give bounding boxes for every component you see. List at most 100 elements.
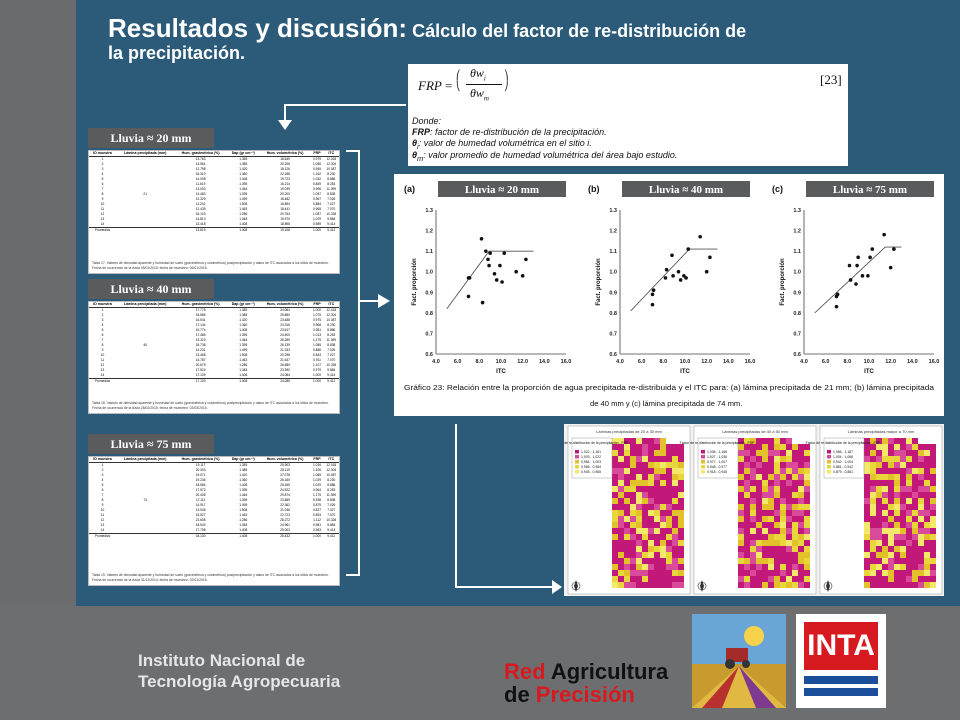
map-cell [630,498,636,504]
map-cell [798,546,804,552]
compass-icon [826,580,830,592]
x-tick-label: 10.0 [496,359,507,365]
table-cell: 17.144 [195,323,206,327]
map-cell [906,438,912,444]
map-cell [792,540,798,546]
table-row: 6 11.619 1.395 16.214 0.849 8.253 [89,182,339,187]
table-row: 1 13.763 1.355 18.649 0.979 12.018 [89,157,339,163]
table-cell: 19.236 [195,478,206,482]
table-cell: 9 [101,197,104,201]
map-cell [876,540,882,546]
table-cell: 1.348 [239,523,248,527]
map-cell [882,576,888,582]
map-cell [750,486,756,492]
map-cell [792,480,798,486]
map-cell [744,492,750,498]
table-cell: 14.561 [195,162,206,166]
map-cell [918,570,924,576]
table-cell: 19.323 [195,338,206,342]
map-cell [912,450,918,456]
table-row: 10 11.202 1.508 16.894 0.884 7.027 [89,202,339,207]
map-cell [918,510,924,516]
table-row: 1 17.775 1.355 24.084 1.000 12.018 [89,308,339,314]
map-cell [744,540,750,546]
table-header-cell: FRP [310,151,324,157]
formula-arrow-horizontal [284,104,406,106]
table-cell: 2 [101,468,104,472]
map-cell [648,474,654,480]
map-cell [798,540,804,546]
map-cell [618,558,624,564]
map-cell [636,516,642,522]
table-cell: 9 [101,503,104,507]
table-cell: 25.003 [280,528,290,532]
map-cell [930,528,936,534]
map-cell [660,450,666,456]
map-cell [636,528,642,534]
map-cell [900,552,906,558]
table-cell: 1.000 [310,227,324,233]
map-cell [660,510,666,516]
table-header-row: ID muestra Lámina precipitada (mm) Hum. gr… [89,457,339,463]
map-cell [870,558,876,564]
map-cell [780,486,786,492]
map-cell [930,456,936,462]
map-cell [888,534,894,540]
map-field [738,438,810,588]
scatter-charts-svg: (a) Lluvia ≈ 20 mm 0.6 0.7 0.8 0.9 1.0 1.1 1.2 1.… [404,181,939,408]
map-cell [762,570,768,576]
map-cell [918,534,924,540]
map-cell [774,570,780,576]
map-cell [636,474,642,480]
map-cell [624,582,630,588]
table-cell: 8.886 [327,483,336,487]
map-cell [750,516,756,522]
map-cell [618,504,624,510]
map-cell [624,546,630,552]
map-cell [798,576,804,582]
map-cell [672,486,678,492]
data-table-rain-20: ID muestra Lámina precipitada (mm) Hum. gr… [88,150,340,274]
table-cell: 1.395 [239,192,248,196]
map-cell [648,576,654,582]
map-cell [624,522,630,528]
map-cell [738,492,744,498]
table-cell: 1.508 [239,508,248,512]
table-cell: 7 [101,187,104,191]
y-tick-label: 0.9 [425,290,433,296]
map-cell [756,474,762,480]
map-cell [630,576,636,582]
map-cell [756,438,762,444]
table-header-cell: Dap (gr cm⁻³) [226,457,260,463]
legend-label: 0,945 - 0,965 [581,470,601,474]
table-cell: 0.979 [313,368,321,372]
table-cell: 21.036 [280,508,290,512]
map-cell [660,576,666,582]
map-cell [918,462,924,468]
map-cell [918,450,924,456]
formula-frp-def: FRP: factor de re-distribución de la pre… [412,127,607,137]
table-cell: 21.333 [280,348,290,352]
x-tick-label: 16.0 [745,359,756,365]
map-cell [912,528,918,534]
map-cell [888,540,894,546]
map-cell [630,552,636,558]
legend-swatch [827,460,831,464]
map-cell [900,474,906,480]
map-cell [756,486,762,492]
formula-denominator-text: θw [470,86,484,100]
table-cell: 1.395 [239,343,248,347]
table-cell: 17.524 [195,368,206,372]
map-cell [636,570,642,576]
table-row: 2 14.561 1.385 20.206 1.056 12.304 [89,162,339,167]
map-cell [804,444,810,450]
map-cell [666,468,672,474]
map-cell [876,486,882,492]
map-cell [918,474,924,480]
formula-theta-i-key: θ [412,138,418,148]
y-axis-label: Fact. proporción [596,258,602,306]
map-cell [888,450,894,456]
map-cell [654,438,660,444]
map-cell [882,462,888,468]
map-cell [768,438,774,444]
